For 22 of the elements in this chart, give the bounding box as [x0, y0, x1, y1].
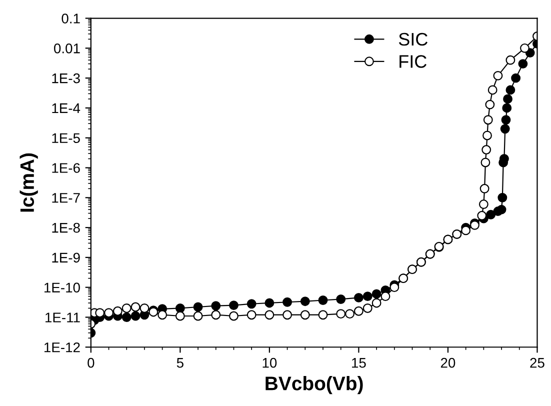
y-tick-label: 1E-4 [52, 103, 80, 113]
y-tick-label: 0.01 [54, 44, 80, 54]
y-tick-label: 1E-12 [44, 342, 80, 352]
y-tick-label: 0.1 [62, 14, 80, 24]
legend-label: SIC [398, 32, 428, 46]
x-tick-label: 5 [176, 358, 184, 368]
y-axis-title: Ic(mA) [20, 153, 38, 212]
x-tick-label: 15 [352, 358, 366, 368]
y-tick-label: 1E-7 [52, 193, 80, 203]
y-tick-label: 1E-3 [52, 73, 80, 84]
y-tick-label: 1E-6 [52, 163, 80, 173]
y-tick-label: 1E-10 [44, 282, 80, 293]
x-tick-label: 20 [440, 358, 456, 368]
legend-label: FIC [400, 55, 426, 68]
x-axis-title: BVcbo(Vb) [266, 376, 363, 394]
x-tick-label: 10 [262, 358, 277, 368]
y-tick-label: 1E-9 [52, 252, 80, 263]
x-tick-label: 25 [530, 358, 544, 368]
x-tick-label: 0 [88, 358, 94, 368]
y-tick-label: 1E-5 [52, 133, 80, 144]
y-tick-label: 1E-8 [52, 222, 80, 233]
y-tick-label: 1E-11 [46, 312, 80, 322]
